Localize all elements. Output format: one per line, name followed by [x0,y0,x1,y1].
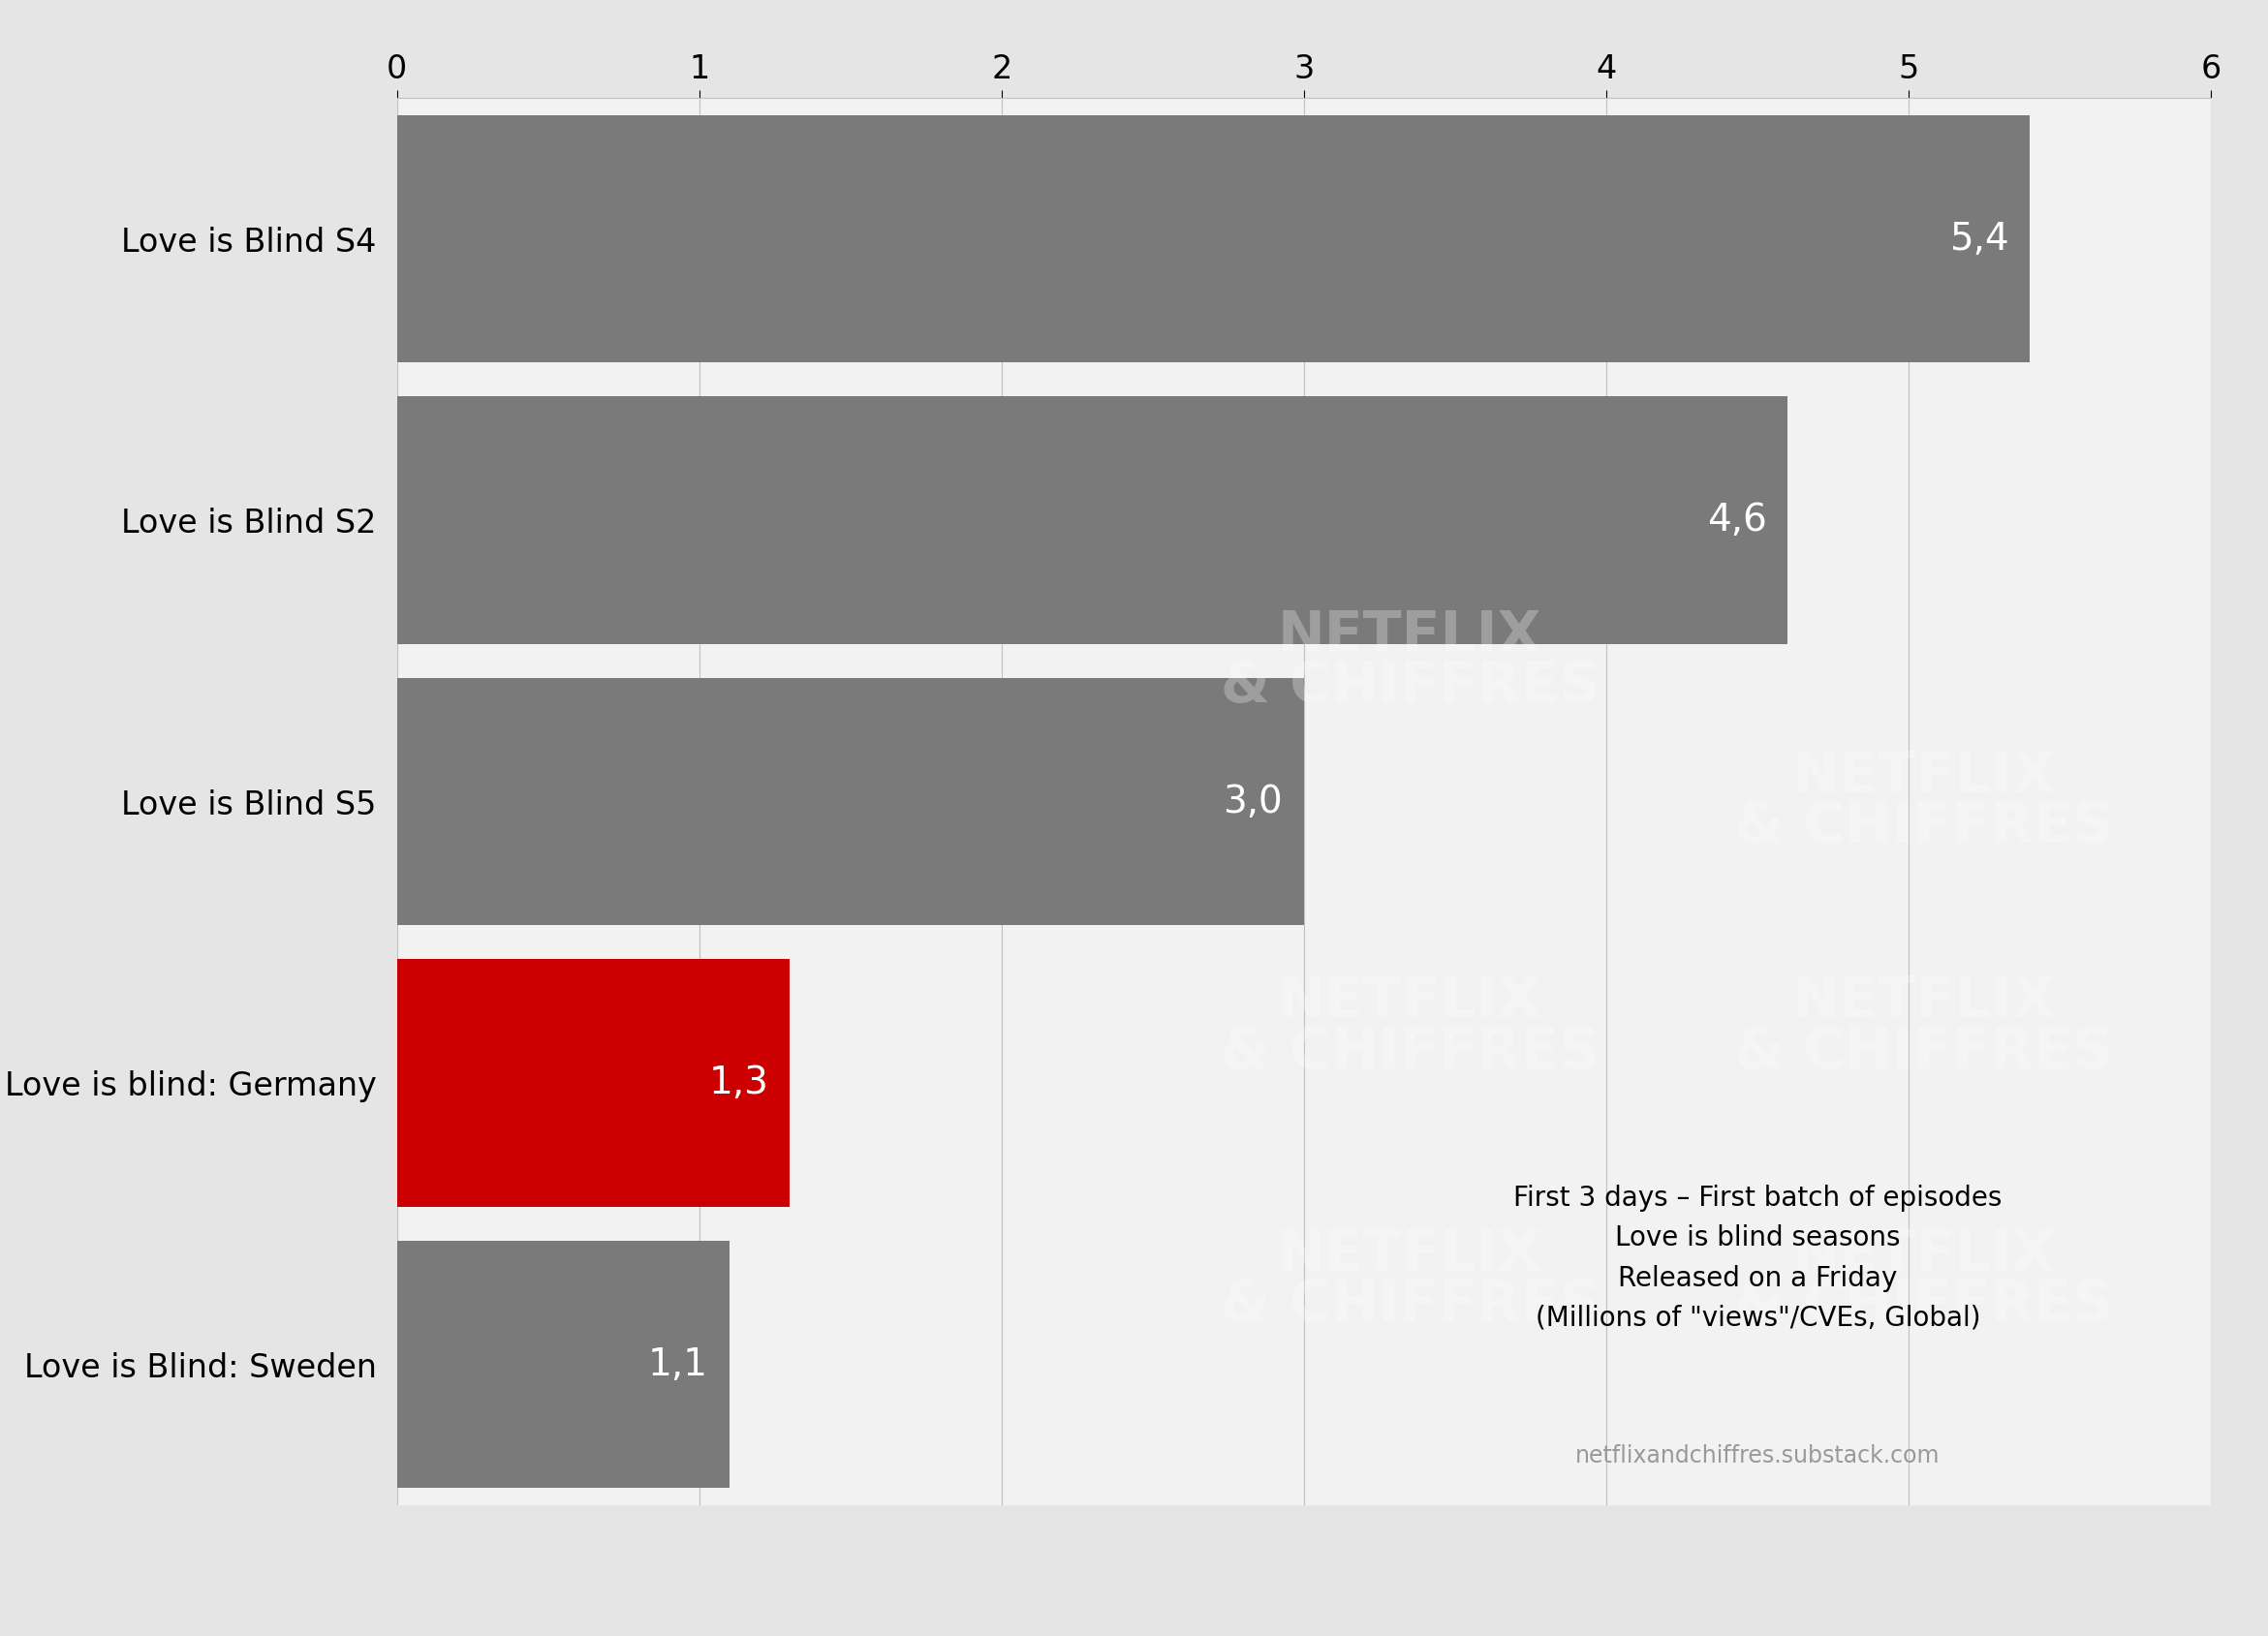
Text: NETFLIX
& CHIFFRES: NETFLIX & CHIFFRES [1735,973,2114,1080]
Bar [397,1240,730,1489]
Text: netflixandchiffres.substack.com: netflixandchiffres.substack.com [1576,1445,1939,1467]
Text: NETFLIX
& CHIFFRES: NETFLIX & CHIFFRES [1735,749,2114,854]
Bar [397,677,1304,926]
Text: 4,6: 4,6 [1708,502,1767,538]
Text: First 3 days – First batch of episodes
Love is blind seasons
Released on a Frida: First 3 days – First batch of episodes L… [1513,1184,2003,1332]
Bar [397,115,2030,363]
Bar [397,959,789,1207]
Text: 1,1: 1,1 [649,1346,708,1382]
Text: 5,4: 5,4 [1948,221,2009,257]
Text: NETFLIX
& CHIFFRES: NETFLIX & CHIFFRES [1220,1227,1599,1333]
Text: NETFLIX
& CHIFFRES: NETFLIX & CHIFFRES [1220,973,1599,1080]
Text: NETFLIX
& CHIFFRES: NETFLIX & CHIFFRES [1220,609,1599,713]
Text: 3,0: 3,0 [1222,784,1284,820]
Bar [397,396,1787,645]
Text: 1,3: 1,3 [710,1065,769,1101]
Text: NETFLIX
& CHIFFRES: NETFLIX & CHIFFRES [1735,1227,2114,1333]
